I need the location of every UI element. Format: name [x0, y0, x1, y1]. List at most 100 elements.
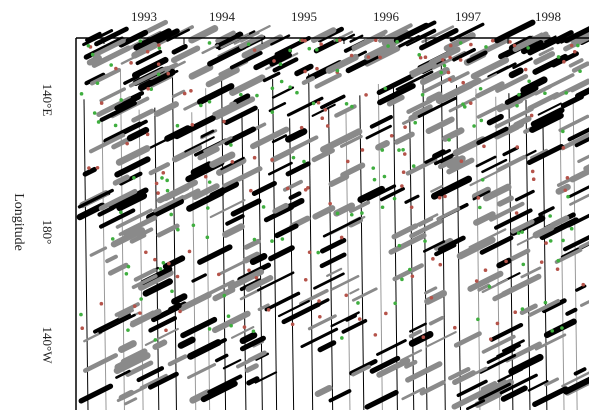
marker-dot	[418, 55, 423, 60]
streak	[417, 217, 434, 227]
marker-dot	[566, 194, 570, 199]
marker-dot	[270, 110, 275, 114]
marker-dot	[239, 92, 243, 97]
streak	[504, 126, 520, 136]
streak	[421, 25, 455, 44]
streak	[562, 234, 589, 252]
streak	[98, 188, 138, 211]
marker-dot	[222, 119, 226, 124]
streak	[313, 272, 345, 290]
x-label: 1998	[535, 9, 561, 24]
marker-dot	[110, 237, 115, 241]
marker-dot	[178, 309, 182, 314]
streak	[508, 353, 544, 375]
marker-dot	[126, 264, 131, 269]
streak	[319, 237, 347, 254]
streak	[247, 350, 267, 363]
streak	[481, 158, 508, 174]
streak	[249, 252, 268, 266]
marker-dot	[447, 138, 451, 142]
streak	[340, 162, 366, 178]
streak	[255, 352, 270, 361]
marker-dot	[480, 177, 485, 182]
streak	[300, 327, 339, 349]
marker-dot	[90, 52, 95, 57]
streak	[527, 92, 560, 111]
marker-dot	[246, 42, 251, 46]
streak	[369, 115, 393, 129]
marker-dot	[442, 63, 447, 68]
streak	[304, 298, 330, 313]
streak	[496, 89, 537, 113]
marker-dot	[548, 214, 552, 218]
marker-dot	[99, 101, 104, 105]
streak	[430, 185, 444, 193]
streak	[319, 252, 347, 269]
streak	[223, 126, 257, 146]
marker-dot	[572, 49, 577, 54]
marker-dot	[207, 99, 212, 104]
marker-dot	[531, 177, 536, 182]
streak	[131, 108, 155, 123]
streak	[351, 287, 378, 302]
streak	[99, 101, 137, 122]
marker-dot	[423, 55, 428, 60]
streak	[137, 269, 174, 291]
marker-dot	[401, 147, 405, 152]
marker-dot	[520, 230, 524, 234]
streak	[475, 81, 505, 99]
streak	[448, 366, 471, 381]
streak	[184, 136, 215, 153]
streak	[97, 205, 115, 217]
streak	[118, 389, 135, 401]
marker-dot	[335, 68, 340, 73]
streak	[328, 389, 352, 403]
marker-dot	[461, 102, 465, 106]
streak	[189, 389, 212, 404]
streak	[423, 240, 446, 253]
streak	[501, 339, 525, 353]
streak	[125, 360, 154, 377]
marker-dot	[366, 55, 371, 59]
streak	[264, 291, 301, 312]
streak	[514, 189, 535, 202]
marker-dot	[144, 250, 148, 255]
streak	[200, 380, 238, 403]
streak	[133, 268, 157, 282]
streak	[225, 214, 245, 226]
streak	[171, 43, 188, 55]
marker-dot	[386, 44, 390, 48]
marker-dot	[124, 271, 129, 276]
streak	[538, 206, 555, 217]
streak	[520, 40, 544, 55]
y-label: 140°E	[40, 84, 55, 117]
streak	[285, 128, 308, 143]
streak	[326, 267, 343, 277]
marker-dot	[125, 141, 129, 146]
streak	[192, 183, 220, 200]
streak	[120, 348, 148, 365]
streak	[301, 76, 316, 86]
streak	[347, 216, 364, 228]
marker-dot	[504, 259, 508, 264]
marker-dot	[249, 188, 253, 193]
marker-dot	[378, 55, 382, 60]
streak	[571, 61, 589, 73]
streak	[533, 51, 556, 65]
marker-dot	[392, 196, 397, 201]
streak	[142, 278, 173, 297]
streak	[527, 379, 549, 392]
x-label: 1995	[291, 9, 317, 24]
marker-dot	[556, 55, 561, 59]
marker-dot	[373, 38, 378, 42]
marker-dot	[199, 103, 203, 108]
marker-dot	[360, 148, 365, 152]
y-label: 180°	[40, 220, 55, 245]
streak	[173, 115, 216, 140]
trace-line	[171, 74, 177, 410]
marker-dot	[400, 184, 404, 188]
marker-dot	[539, 260, 544, 264]
marker-dot	[145, 132, 150, 137]
streak	[230, 198, 262, 217]
marker-dot	[279, 79, 284, 84]
